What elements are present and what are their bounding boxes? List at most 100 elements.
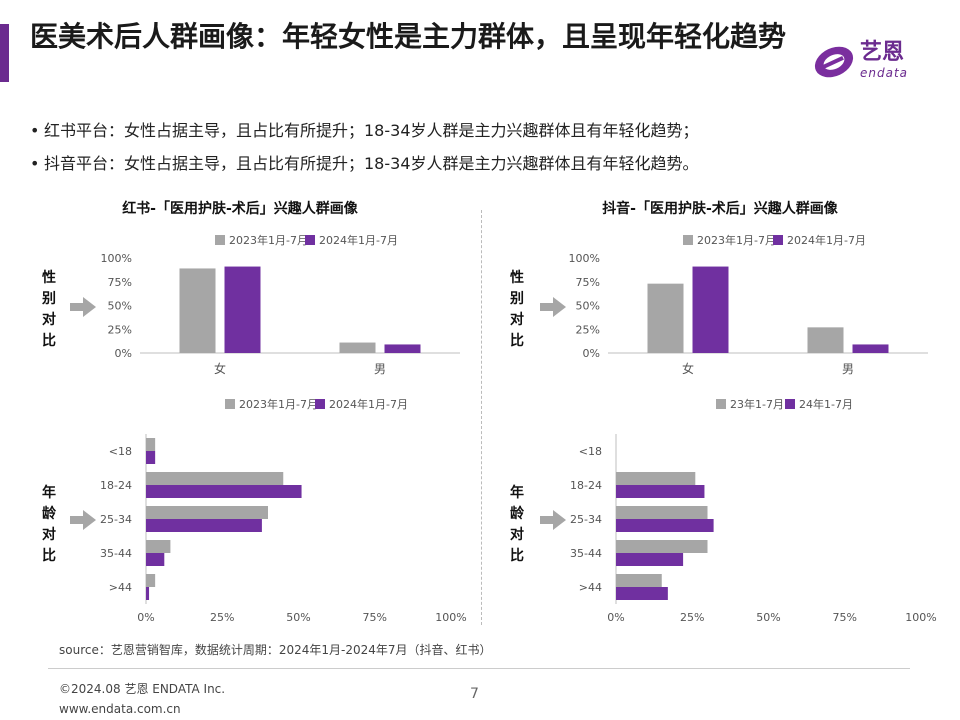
x-tick-label: 0% [137, 611, 154, 624]
x-tick-label: 50% [756, 611, 780, 624]
y-category-label: 35-44 [100, 547, 132, 560]
x-tick-label: 0% [607, 611, 624, 624]
side-label-char: 比 [510, 548, 524, 564]
y-tick-label: 75% [576, 276, 600, 289]
arrow-right-icon [540, 297, 566, 317]
bar-女-series0 [179, 268, 216, 353]
side-label-char: 比 [42, 548, 56, 564]
bar-男-series1 [384, 344, 421, 353]
side-label-char: 对 [510, 312, 524, 328]
bullet-dot-icon: • [30, 121, 40, 140]
bar-男-series0 [339, 342, 376, 353]
bar-18-24-series0 [146, 472, 284, 485]
side-label-char: 性 [42, 270, 56, 286]
legend-swatch [773, 235, 783, 245]
y-category-label: 18-24 [570, 479, 602, 492]
x-category-label: 女 [214, 361, 226, 376]
bar->44-series1 [146, 587, 150, 600]
x-tick-label: 25% [210, 611, 234, 624]
legend-label: 2024年1月-7月 [329, 397, 408, 411]
bar-<18-series1 [146, 451, 156, 464]
panel-divider [481, 210, 482, 625]
redbook-age-side-label: 年龄对比 [41, 483, 57, 567]
y-tick-label: 100% [101, 252, 132, 265]
side-label-char: 比 [42, 333, 56, 349]
title-accent-bar [0, 24, 9, 82]
side-label-char: 别 [42, 291, 56, 307]
endata-logo-icon [814, 46, 854, 78]
legend-swatch [683, 235, 693, 245]
douyin-age-side-label: 年龄对比 [509, 483, 525, 567]
y-tick-label: 75% [108, 276, 132, 289]
legend-swatch [225, 399, 235, 409]
bar-35-44-series0 [616, 540, 708, 553]
x-tick-label: 75% [363, 611, 387, 624]
side-label-char: 龄 [510, 506, 524, 522]
redbook-age-chart: 2023年1月-7月 2024年1月-7月 <18 18-24 25-34 35-44 >4… [100, 397, 467, 624]
x-tick-label: 75% [833, 611, 857, 624]
y-tick-label: 100% [569, 252, 600, 265]
legend-swatch [305, 235, 315, 245]
legend-swatch [215, 235, 225, 245]
bar-女-series1 [224, 266, 261, 353]
side-label-char: 对 [510, 527, 524, 543]
y-category-label: <18 [579, 445, 602, 458]
side-label-char: 别 [510, 291, 524, 307]
y-tick-label: 25% [108, 323, 132, 336]
website-link[interactable]: www.endata.com.cn [59, 702, 181, 716]
bar-<18-series0 [146, 438, 156, 451]
y-tick-label: 50% [108, 300, 132, 313]
bar-25-34-series1 [616, 519, 714, 532]
bar-25-34-series1 [146, 519, 262, 532]
side-label-char: 对 [42, 312, 56, 328]
bullet-text: 红书平台：女性占据主导，且占比有所提升；18-34岁人群是主力兴趣群体且有年轻化… [44, 121, 699, 140]
arrow-right-icon [70, 297, 96, 317]
footer-divider [48, 668, 910, 669]
logo-text: 艺恩 [860, 40, 905, 65]
legend-label: 2024年1月-7月 [319, 233, 398, 247]
redbook-panel-title: 红书-「医用护肤-术后」兴趣人群画像 [122, 201, 358, 217]
bar-男-series1 [852, 344, 889, 353]
copyright: ©2024.08 艺恩 ENDATA Inc. [59, 682, 226, 696]
bar-25-34-series0 [146, 506, 268, 519]
side-label-char: 年 [42, 485, 56, 501]
bar-35-44-series1 [616, 553, 684, 566]
bullet-text: 抖音平台：女性占据主导，且占比有所提升；18-34岁人群是主力兴趣群体且有年轻化… [44, 154, 699, 173]
side-label-char: 比 [510, 333, 524, 349]
x-category-label: 男 [374, 362, 386, 376]
y-category-label: 18-24 [100, 479, 132, 492]
side-label-char: 性 [510, 270, 524, 286]
y-tick-label: 0% [115, 347, 132, 360]
legend-label: 2023年1月-7月 [229, 233, 308, 247]
legend-label: 23年1-7月 [730, 397, 784, 411]
legend-label: 2024年1月-7月 [787, 233, 866, 247]
bar-25-34-series0 [616, 506, 708, 519]
x-category-label: 女 [682, 361, 694, 376]
y-category-label: <18 [109, 445, 132, 458]
x-tick-label: 100% [905, 611, 936, 624]
bar-女-series0 [647, 283, 684, 353]
bar-18-24-series1 [616, 485, 705, 498]
x-tick-label: 25% [680, 611, 704, 624]
endata-logo: 艺恩 endata [812, 38, 930, 88]
bar-男-series0 [807, 327, 844, 353]
page-number: 7 [470, 686, 479, 702]
y-tick-label: 25% [576, 323, 600, 336]
arrow-right-icon [540, 510, 566, 530]
douyin-age-chart: 23年1-7月 24年1-7月 <18 18-24 25-34 35-44 >44 0% 25%… [570, 397, 937, 624]
legend-swatch [785, 399, 795, 409]
bar-35-44-series0 [146, 540, 171, 553]
x-tick-label: 50% [286, 611, 310, 624]
bar-18-24-series1 [146, 485, 302, 498]
redbook-gender-chart: 2023年1月-7月 2024年1月-7月 0% 25% 50% 75% 100% 女 男 [101, 233, 460, 376]
bullet-dot-icon: • [30, 154, 40, 173]
legend-swatch [315, 399, 325, 409]
logo-subtext: endata [860, 66, 909, 80]
bar-35-44-series1 [146, 553, 165, 566]
legend-swatch [716, 399, 726, 409]
side-label-char: 年 [510, 485, 524, 501]
bar-18-24-series0 [616, 472, 696, 485]
bullet-douyin: • 抖音平台：女性占据主导，且占比有所提升；18-34岁人群是主力兴趣群体且有年轻… [30, 150, 699, 174]
side-label-char: 对 [42, 527, 56, 543]
y-category-label: >44 [109, 581, 132, 594]
